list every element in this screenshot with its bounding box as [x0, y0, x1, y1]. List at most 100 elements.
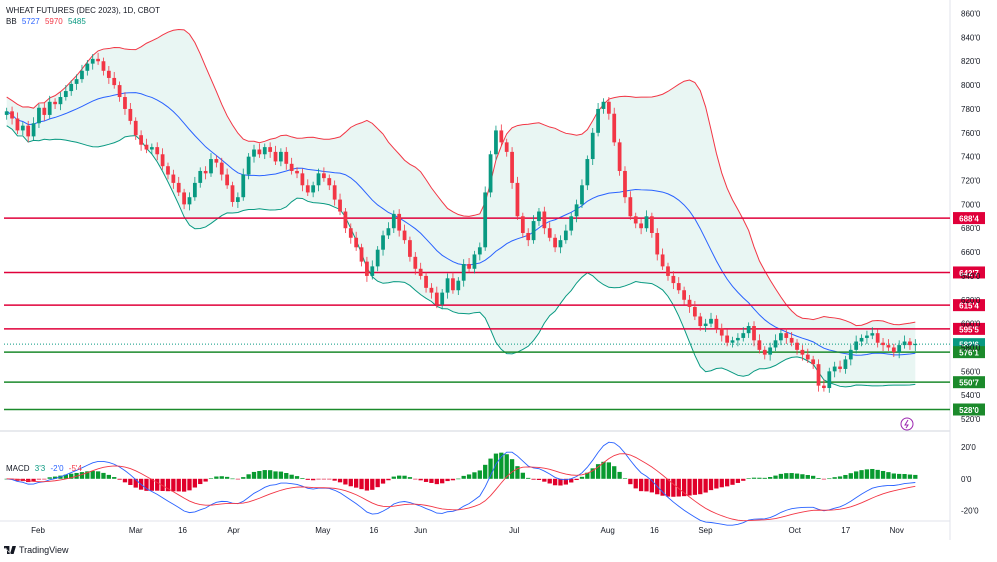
y-tick-label: 760'0: [961, 129, 981, 138]
candle-body: [322, 173, 326, 179]
candle-body: [472, 254, 477, 269]
bollinger-fill: [6, 29, 916, 387]
candle-body: [719, 328, 724, 336]
candle-body: [139, 135, 143, 145]
candle-body: [268, 147, 273, 152]
x-tick-label: 16: [650, 526, 659, 535]
macd-histogram-bar: [192, 478, 198, 488]
macd-histogram-bar: [638, 478, 644, 492]
bollinger-basis-line: [6, 92, 916, 356]
macd-histogram-bar: [574, 478, 579, 481]
macd-histogram-bar: [692, 478, 698, 495]
candle-body: [526, 232, 531, 241]
candle-body: [666, 266, 670, 276]
macd-histogram-bar: [741, 478, 746, 481]
macd-legend: MACD 3'3 -2'0 -5'4: [6, 464, 85, 473]
macd-histogram-bar: [644, 478, 649, 492]
macd-histogram-bar: [461, 475, 466, 479]
macd-histogram-bar: [536, 478, 542, 480]
macd-histogram-bar: [160, 478, 165, 492]
candle-body: [741, 333, 746, 338]
tradingview-label: TradingView: [19, 545, 69, 555]
price-level-badge: [953, 266, 985, 279]
candle-body: [354, 237, 359, 248]
candle-body: [101, 61, 106, 71]
macd-histogram-bar: [515, 466, 520, 479]
candle-body: [687, 299, 692, 307]
macd-histogram-bar: [214, 476, 219, 479]
candle-body: [365, 261, 369, 276]
candle-body: [69, 83, 74, 92]
candle-body: [676, 283, 681, 291]
candle-body: [176, 182, 181, 193]
candle-body: [284, 151, 289, 164]
candle-body: [219, 162, 224, 175]
macd-histogram-bar: [63, 474, 68, 479]
candle-body: [488, 154, 493, 193]
tradingview-brand[interactable]: TradingView: [4, 545, 69, 555]
bb-label: BB: [6, 17, 17, 26]
macd-histogram-bar: [698, 478, 703, 495]
x-tick-label: 16: [178, 526, 187, 535]
macd-histogram-bar: [816, 477, 821, 479]
macd-histogram-bar: [843, 474, 848, 479]
candle-body: [85, 63, 90, 71]
macd-histogram-bar: [579, 476, 585, 479]
y-tick-label: 860'0: [961, 10, 981, 19]
candle-body: [128, 108, 133, 121]
macd-histogram-bar: [402, 475, 407, 479]
macd-histogram-bar: [364, 478, 370, 491]
candle-body: [580, 185, 584, 205]
macd-histogram-bar: [230, 478, 235, 480]
candle-body: [451, 278, 455, 291]
macd-histogram-bar: [547, 478, 552, 484]
candle-body: [332, 185, 337, 200]
candle-body: [601, 101, 606, 109]
candle-body: [133, 120, 138, 136]
candle-body: [235, 197, 240, 202]
macd-label: MACD: [6, 464, 30, 473]
candle-body: [773, 340, 778, 348]
macd-histogram-bar: [380, 478, 386, 484]
macd-signal-value: -2'0: [50, 464, 64, 473]
macd-histogram-bar: [122, 478, 128, 483]
candle-body: [31, 123, 36, 137]
macd-histogram-bar: [294, 476, 300, 479]
macd-histogram-bar: [488, 458, 493, 479]
macd-histogram-bar: [31, 478, 36, 482]
candle-body: [171, 174, 176, 183]
macd-histogram-bar: [456, 478, 461, 480]
y-tick-label: 600'0: [961, 320, 981, 329]
macd-histogram-bar: [746, 478, 751, 479]
macd-histogram-bar: [203, 478, 208, 482]
macd-histogram-bar: [569, 478, 574, 483]
macd-histogram-bar: [590, 468, 595, 479]
candle-body: [757, 340, 762, 350]
candle-body: [327, 178, 332, 186]
macd-histogram-bar: [386, 478, 391, 481]
macd-histogram-bar: [106, 474, 111, 479]
macd-histogram-bar: [913, 474, 918, 479]
macd-histogram-bar: [337, 478, 343, 483]
macd-histogram-bar: [466, 474, 472, 479]
macd-histogram-bar: [187, 478, 192, 491]
candle-body: [58, 97, 63, 105]
macd-histogram-bar: [219, 476, 224, 479]
macd-histogram-bar: [880, 470, 886, 479]
macd-histogram-bar: [622, 478, 628, 479]
macd-histogram-bar: [85, 471, 90, 479]
candle-body: [80, 70, 84, 80]
candle-body: [569, 216, 574, 231]
candle-body: [424, 275, 428, 288]
macd-histogram-bar: [413, 478, 418, 480]
candle-body: [816, 364, 821, 386]
candle-body: [902, 341, 907, 346]
y-tick-label: 840'0: [961, 33, 981, 42]
candle-body: [800, 349, 805, 355]
macd-histogram-bar: [617, 471, 622, 479]
candle-body: [537, 211, 541, 222]
y-tick-label: 820'0: [961, 57, 981, 66]
candle-body: [445, 278, 450, 293]
macd-histogram-bar: [181, 478, 187, 492]
